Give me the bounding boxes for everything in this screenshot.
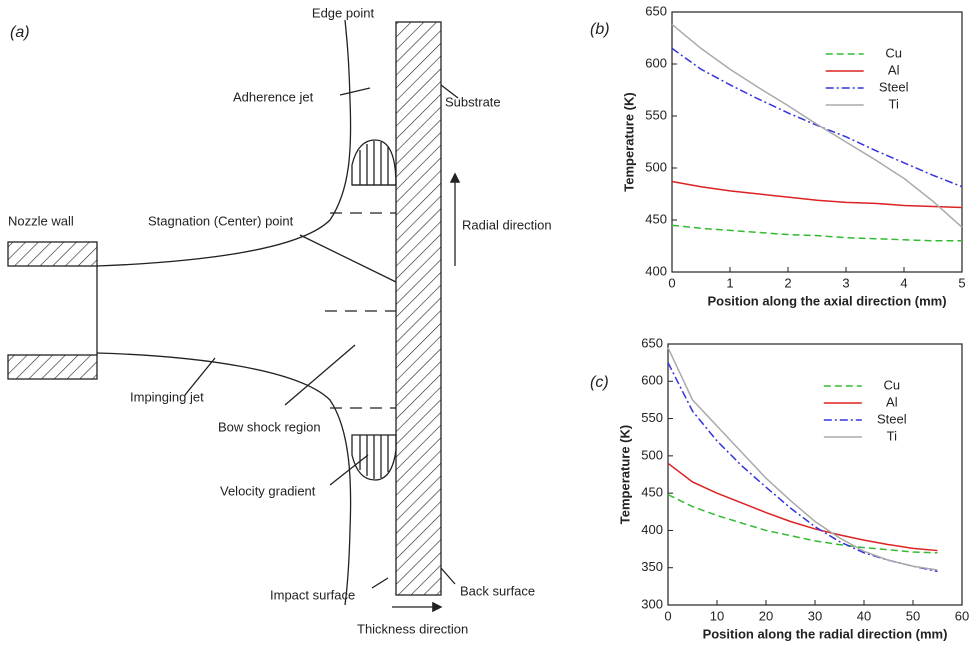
y-axis-label: Temperature (K)	[617, 425, 632, 524]
label: Stagnation (Center) point	[148, 213, 294, 228]
x-tick-label: 0	[668, 275, 675, 290]
legend-label: Steel	[879, 79, 909, 94]
x-tick-label: 40	[857, 608, 871, 623]
chart: (c) 300 350 400 450 500 550 600 650 0 10 20 30 40 50 60…	[590, 335, 969, 641]
legend-label: Steel	[877, 411, 907, 426]
legend-label: Cu	[884, 377, 901, 392]
y-tick-label: 350	[641, 559, 663, 574]
plot-frame	[671, 11, 963, 273]
panel-label: (b)	[590, 21, 610, 38]
jet-boundary	[96, 352, 352, 606]
chart: (b) 400 450 500 550 600 650 0 1 2 3 4 5 Position alon…	[590, 3, 966, 308]
label: Radial direction	[462, 217, 552, 232]
label: Back surface	[460, 583, 535, 598]
y-tick-label: 400	[641, 522, 663, 537]
label: Nozzle wall	[8, 213, 74, 228]
nozzle-wall	[7, 354, 98, 380]
y-tick-label: 300	[641, 596, 663, 611]
y-tick-label: 550	[641, 410, 663, 425]
leader-line	[184, 84, 459, 589]
velocity-vectors	[359, 435, 389, 479]
diagram: (a) Edge point Adherence jet Substrate N…	[7, 5, 552, 636]
label: Adherence jet	[233, 89, 314, 104]
x-axis-label: Position along the radial direction (mm)	[703, 626, 948, 641]
jet-boundary	[96, 19, 352, 267]
y-tick-label: 400	[645, 263, 667, 278]
legend-label: Al	[888, 62, 900, 77]
velocity-vectors	[352, 141, 396, 186]
legend-label: Cu	[885, 45, 902, 60]
label: Substrate	[445, 94, 501, 109]
x-tick-label: 50	[906, 608, 920, 623]
label: Edge point	[312, 5, 375, 20]
legend-label: Ti	[889, 96, 899, 111]
y-tick-label: 600	[641, 373, 663, 388]
series-line	[667, 493, 938, 554]
y-tick-label: 500	[641, 447, 663, 462]
x-tick-label: 5	[958, 275, 965, 290]
label: Impact surface	[270, 587, 355, 602]
label: Thickness direction	[357, 621, 468, 636]
legend-label: Al	[886, 394, 898, 409]
series-line	[671, 180, 963, 209]
y-tick-label: 500	[645, 159, 667, 174]
dashed-line	[325, 212, 396, 409]
x-tick-label: 2	[784, 275, 791, 290]
x-tick-label: 4	[900, 275, 907, 290]
y-tick-label: 550	[645, 107, 667, 122]
series-line	[671, 23, 963, 228]
x-tick-label: 3	[842, 275, 849, 290]
series-line	[671, 224, 962, 242]
series-line	[667, 462, 938, 552]
y-tick-label: 650	[645, 3, 667, 18]
x-axis-label: Position along the axial direction (mm)	[707, 293, 946, 308]
x-tick-label: 1	[726, 275, 733, 290]
nozzle-wall	[7, 241, 98, 267]
x-tick-label: 10	[710, 608, 724, 623]
panel-label: (c)	[590, 374, 609, 391]
x-tick-label: 60	[955, 608, 969, 623]
legend-label: Ti	[887, 428, 897, 443]
panel-label: (a)	[10, 24, 30, 41]
plot-frame	[667, 343, 963, 606]
y-tick-label: 650	[641, 335, 663, 350]
y-axis-label: Temperature (K)	[621, 92, 636, 191]
series-line	[671, 47, 963, 188]
x-tick-label: 20	[759, 608, 773, 623]
velocity-profile	[351, 139, 397, 186]
y-tick-label: 450	[645, 211, 667, 226]
substrate	[395, 21, 442, 596]
y-tick-label: 450	[641, 485, 663, 500]
label: Impinging jet	[130, 389, 204, 404]
series-line	[667, 347, 938, 571]
x-tick-label: 30	[808, 608, 822, 623]
y-tick-label: 600	[645, 55, 667, 70]
x-tick-label: 0	[664, 608, 671, 623]
label: Bow shock region	[218, 419, 321, 434]
label: Velocity gradient	[220, 483, 316, 498]
